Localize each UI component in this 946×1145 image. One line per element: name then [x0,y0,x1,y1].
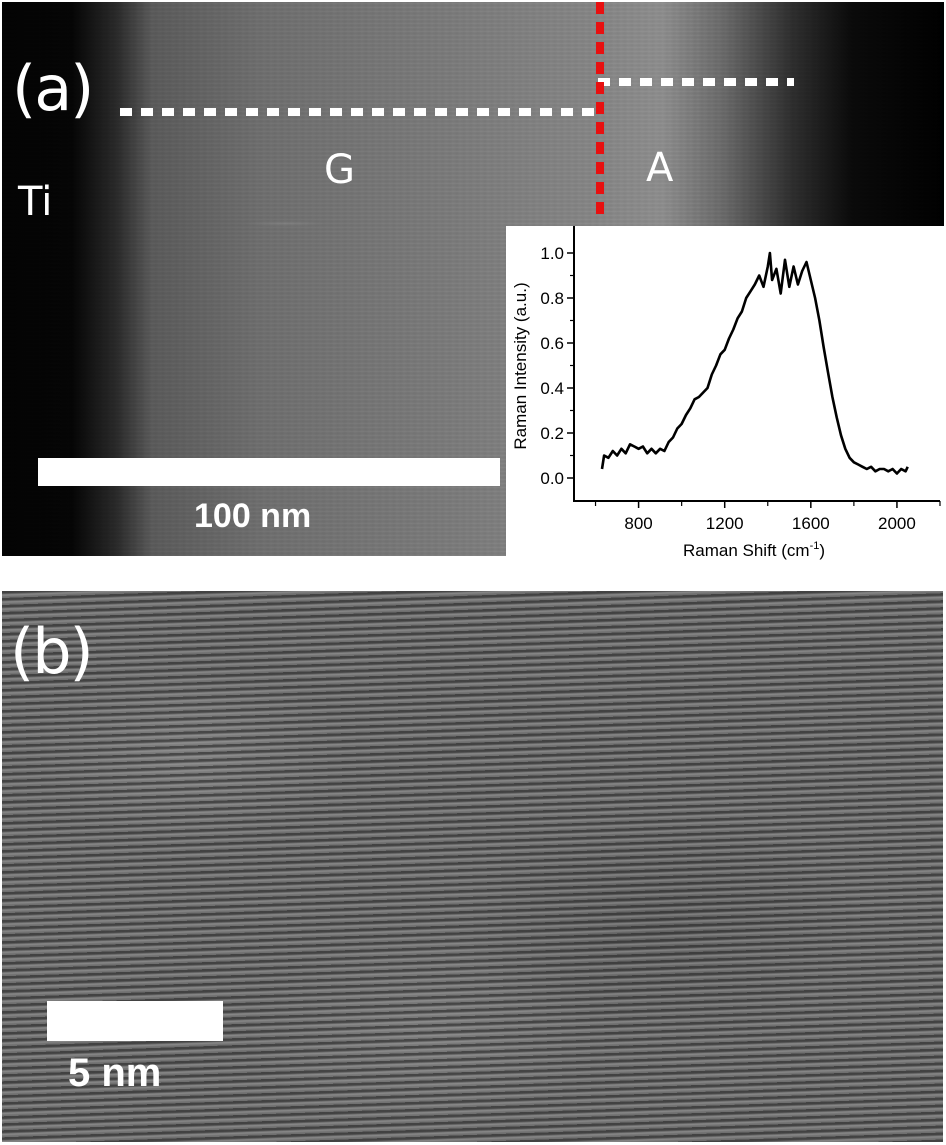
y-axis-ticks: 0.0 0.2 0.4 0.6 0.8 1.0 [540,244,574,488]
scale-bar-label-100nm: 100 nm [194,497,312,535]
raman-spectrum-inset: 0.0 0.2 0.4 0.6 0.8 1.0 800 1200 1600 2000 Raman… [506,226,946,566]
hrtem-image-background [2,591,943,1142]
spectrum-line [600,251,909,475]
x-axis-ticks: 800 1200 1600 2000 [594,501,941,533]
svg-text:1600: 1600 [792,514,830,533]
region-label-a: A [646,145,674,191]
region-label-g: G [324,147,355,193]
panel-b-label: (b) [10,615,94,688]
region-label-ti: Ti [18,179,53,225]
panel-b-hrtem-image: (b) 5 nm [2,591,943,1142]
scale-bar-5nm [47,1001,223,1041]
svg-text:1200: 1200 [706,514,744,533]
a-thickness-dotted-line [598,78,794,86]
scale-bar-label-5nm: 5 nm [68,1051,162,1095]
scale-bar-100nm [38,458,500,486]
raman-chart: 0.0 0.2 0.4 0.6 0.8 1.0 800 1200 1600 2000 Raman… [511,226,941,560]
g-thickness-dotted-line [120,108,600,116]
svg-text:0.2: 0.2 [540,424,564,443]
svg-text:0.6: 0.6 [540,334,564,353]
svg-text:0.4: 0.4 [540,379,564,398]
x-axis-label: Raman Shift (cm-1) [683,540,825,560]
svg-text:2000: 2000 [878,514,916,533]
svg-text:0.8: 0.8 [540,289,564,308]
y-axis-label: Raman Intensity (a.u.) [511,282,530,449]
svg-text:0.0: 0.0 [540,469,564,488]
interface-red-dotted-line [596,2,604,220]
svg-text:800: 800 [624,514,652,533]
svg-text:1.0: 1.0 [540,244,564,263]
panel-a-label: (a) [12,52,94,125]
